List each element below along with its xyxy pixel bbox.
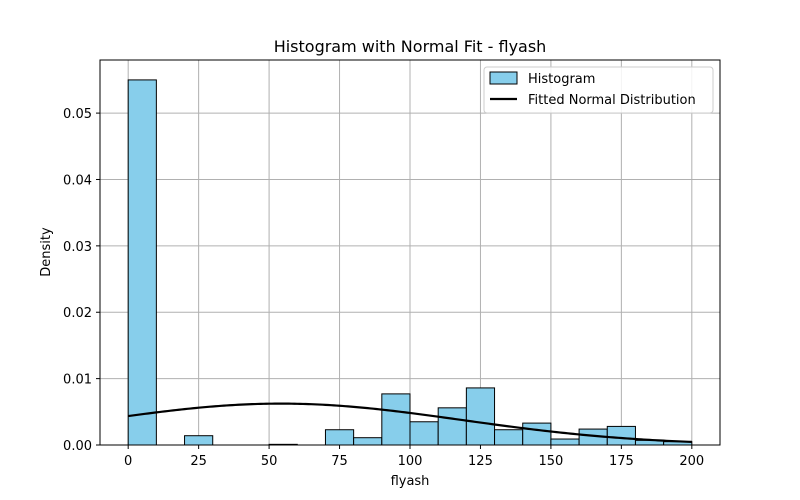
x-tick-label: 200 bbox=[679, 454, 704, 469]
x-tick-label: 125 bbox=[468, 454, 493, 469]
y-tick-label: 0.02 bbox=[63, 306, 92, 321]
x-tick-label: 50 bbox=[261, 454, 278, 469]
histogram-bar bbox=[353, 437, 383, 446]
x-tick-label: 25 bbox=[190, 454, 207, 469]
chart-title: Histogram with Normal Fit - flyash bbox=[274, 37, 547, 56]
y-tick-label: 0.00 bbox=[63, 439, 92, 454]
histogram-bar bbox=[606, 425, 636, 446]
x-tick-label: 150 bbox=[538, 454, 563, 469]
y-axis-ticks: 0.00 0.01 0.02 0.03 0.04 0.05 bbox=[63, 107, 100, 454]
histogram-bar bbox=[324, 429, 355, 446]
histogram-bar bbox=[409, 421, 439, 446]
legend-box bbox=[483, 66, 714, 114]
x-tick-label: 175 bbox=[609, 454, 634, 469]
histogram-bar bbox=[184, 435, 214, 446]
x-axis-label: flyash bbox=[391, 474, 430, 489]
y-tick-label: 0.03 bbox=[63, 240, 92, 255]
normal-fit-curve bbox=[128, 402, 692, 444]
x-axis-ticks: 0 25 50 75 100 125 150 175 200 bbox=[124, 445, 704, 469]
histogram-bar bbox=[437, 407, 467, 446]
histogram-bar bbox=[550, 438, 580, 446]
y-tick-label: 0.01 bbox=[63, 373, 92, 388]
legend: Histogram Fitted Normal Distribution bbox=[483, 66, 714, 114]
legend-histogram-label: Histogram bbox=[528, 72, 595, 87]
grid bbox=[100, 60, 720, 446]
histogram-bar bbox=[127, 79, 157, 446]
x-tick-label: 0 bbox=[124, 454, 132, 469]
histogram-bar bbox=[381, 393, 411, 446]
histogram-bar bbox=[522, 422, 552, 446]
y-tick-label: 0.05 bbox=[63, 107, 92, 122]
y-axis-label: Density bbox=[39, 227, 54, 277]
legend-curve-label: Fitted Normal Distribution bbox=[528, 93, 696, 108]
histogram-bar bbox=[494, 429, 524, 446]
histogram-bar bbox=[465, 387, 496, 446]
x-tick-label: 100 bbox=[398, 454, 423, 469]
y-tick-label: 0.04 bbox=[63, 173, 92, 188]
legend-histogram-swatch bbox=[489, 71, 518, 85]
x-tick-label: 75 bbox=[331, 454, 348, 469]
